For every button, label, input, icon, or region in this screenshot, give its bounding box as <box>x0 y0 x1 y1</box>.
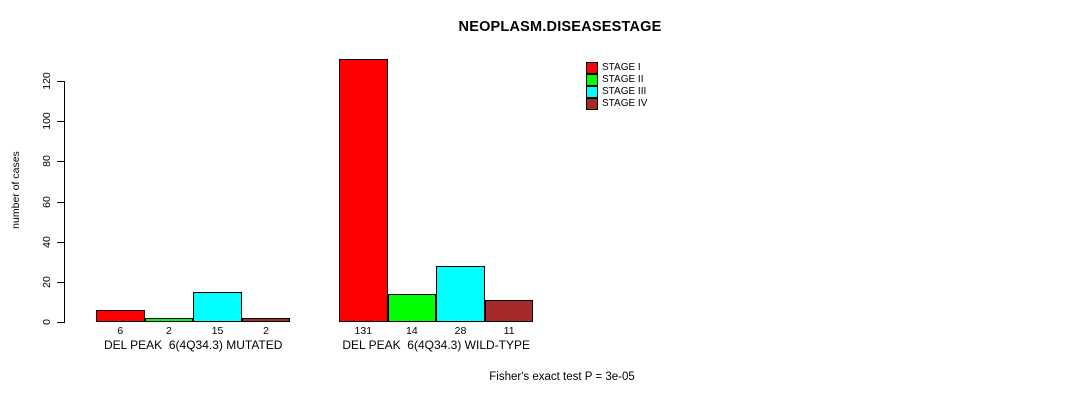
y-tick-mark <box>57 241 64 243</box>
bar-stage-iii <box>193 291 242 322</box>
legend-row: STAGE I <box>586 62 647 74</box>
legend-row: STAGE IV <box>586 98 647 110</box>
legend-label: STAGE III <box>602 86 647 97</box>
legend-swatch-icon <box>586 74 598 86</box>
bar-value-label: 15 <box>211 325 224 337</box>
y-tick-mark <box>57 322 64 323</box>
y-tick-label: 100 <box>41 112 53 130</box>
bar-stage-i <box>339 58 388 322</box>
bar-stage-iii <box>436 265 485 322</box>
bar-stage-iv <box>241 317 291 322</box>
bar-stage-i <box>96 309 145 322</box>
group-label: DEL PEAK 6(4Q34.3) WILD-TYPE <box>342 338 530 352</box>
y-tick-label: 20 <box>41 275 53 288</box>
y-tick-label: 80 <box>41 155 53 168</box>
bar-stage-ii <box>387 293 437 322</box>
y-tick-mark <box>57 201 64 203</box>
legend-swatch-icon <box>586 86 598 98</box>
bar-stage-ii <box>144 317 194 322</box>
legend-label: STAGE IV <box>602 98 648 109</box>
legend-swatch-icon <box>586 98 598 110</box>
legend-row: STAGE III <box>586 86 647 98</box>
legend: STAGE I STAGE II STAGE III STAGE IV <box>586 62 647 110</box>
bar-value-label: 28 <box>454 325 467 337</box>
bar-value-label: 2 <box>263 325 270 337</box>
legend-label: STAGE II <box>602 74 644 85</box>
bar-value-label: 14 <box>406 325 418 337</box>
legend-swatch-icon <box>586 62 598 74</box>
y-tick-label: 60 <box>41 195 53 208</box>
legend-row: STAGE II <box>586 74 647 86</box>
y-tick-label: 120 <box>41 72 53 90</box>
bar-value-label: 11 <box>503 325 515 337</box>
bar-value-label: 6 <box>117 325 124 337</box>
y-tick-mark <box>57 121 64 123</box>
y-tick-mark <box>57 281 64 283</box>
bar-stage-iv <box>484 299 534 322</box>
y-tick-label: 40 <box>41 235 53 248</box>
bar-value-label: 131 <box>354 325 373 337</box>
chart-title: NEOPLASM.DISEASESTAGE <box>458 19 662 35</box>
bar-value-label: 2 <box>165 325 172 337</box>
y-tick-mark <box>57 161 64 163</box>
y-tick-mark <box>57 81 64 82</box>
y-axis-label: number of cases <box>10 151 22 229</box>
group-label: DEL PEAK 6(4Q34.3) MUTATED <box>103 338 283 352</box>
y-tick-label: 0 <box>41 319 53 325</box>
y-axis-line <box>64 81 65 323</box>
footnote-fisher-test: Fisher's exact test P = 3e-05 <box>489 371 635 383</box>
legend-label: STAGE I <box>602 62 641 73</box>
